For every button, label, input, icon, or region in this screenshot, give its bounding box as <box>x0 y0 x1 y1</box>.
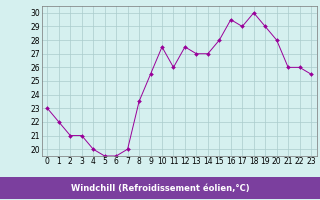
Text: Windchill (Refroidissement éolien,°C): Windchill (Refroidissement éolien,°C) <box>71 184 249 192</box>
